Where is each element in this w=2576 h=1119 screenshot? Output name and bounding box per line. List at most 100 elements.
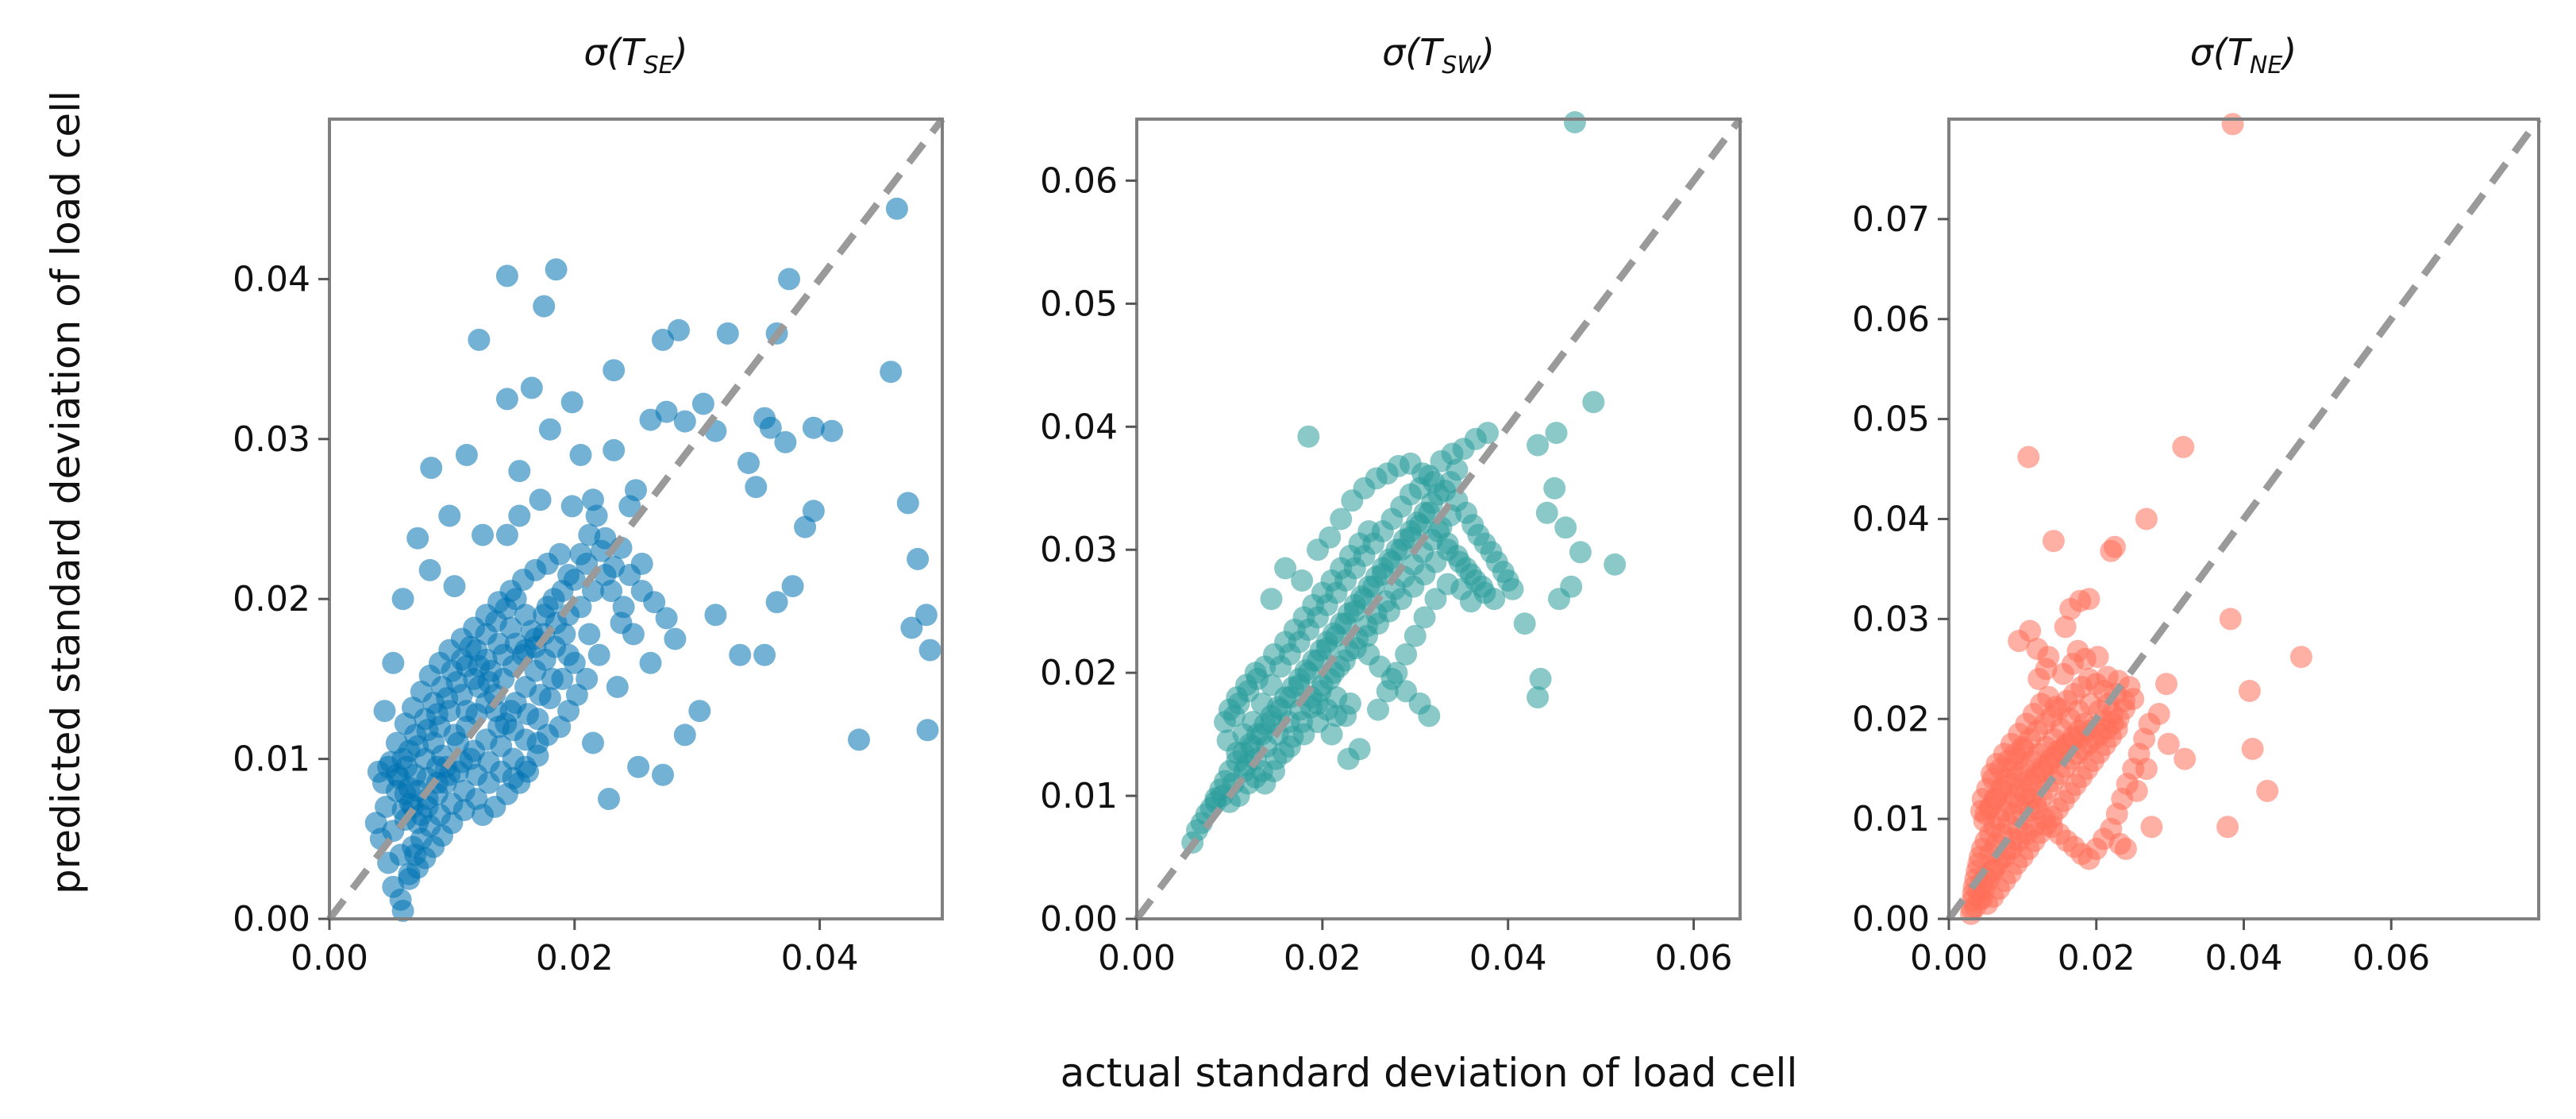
data-point-sw-2 xyxy=(1545,422,1568,445)
data-point-sw-232 xyxy=(1404,624,1427,647)
data-point-se-21 xyxy=(569,443,592,466)
data-point-se-150 xyxy=(443,723,466,747)
panel-sigma-t-sw: σ(TSW) 0.00 0.02 0.04 0.06 0.00 0.01 0.02 0.03… xyxy=(1040,31,1743,978)
data-point-sw-60 xyxy=(1260,588,1283,611)
data-point-se-70 xyxy=(406,527,429,550)
data-point-se-14 xyxy=(691,392,714,415)
y-tick-label-se-1: 0.01 xyxy=(233,739,310,780)
axes-frame-se xyxy=(328,118,944,920)
data-point-sw-63 xyxy=(1297,425,1320,448)
data-point-se-226 xyxy=(436,687,459,710)
x-tick-label-ne-3: 0.06 xyxy=(2352,938,2430,978)
data-point-ne-188 xyxy=(2062,653,2084,675)
data-point-sw-204 xyxy=(1263,760,1285,783)
data-point-se-22 xyxy=(603,438,626,461)
data-point-se-51 xyxy=(627,755,650,778)
y-tick-label-sw-5: 0.05 xyxy=(1040,284,1118,324)
data-point-se-9 xyxy=(668,318,690,341)
data-point-se-48 xyxy=(673,723,696,747)
data-point-sw-3 xyxy=(1527,434,1550,457)
x-tick-label-ne-2: 0.04 xyxy=(2205,938,2283,978)
data-point-sw-4 xyxy=(1543,477,1566,500)
data-point-sw-11 xyxy=(1513,612,1536,635)
data-point-se-182 xyxy=(389,843,412,866)
data-point-sw-234 xyxy=(1424,588,1447,611)
data-point-se-47 xyxy=(688,700,711,723)
data-point-se-206 xyxy=(553,623,576,646)
x-tick-label-se-0: 0.00 xyxy=(291,938,368,978)
panel-title-se: σ(TSE) xyxy=(583,31,687,79)
y-tick-label-sw-1: 0.01 xyxy=(1040,776,1118,816)
data-point-ne-27 xyxy=(2008,630,2031,653)
data-point-se-35 xyxy=(900,616,923,639)
axes-frame-sw xyxy=(1135,118,1742,920)
data-point-se-15 xyxy=(673,410,696,433)
data-point-se-10 xyxy=(603,359,626,382)
x-tick-label-se-2: 0.04 xyxy=(781,938,859,978)
data-point-se-169 xyxy=(526,708,549,731)
data-point-se-2 xyxy=(533,295,556,318)
data-point-se-64 xyxy=(508,504,531,527)
data-point-se-80 xyxy=(391,899,414,922)
y-ticks-sw: 0.00 0.01 0.02 0.03 0.04 0.05 0.06 xyxy=(1040,160,1137,940)
data-point-se-228 xyxy=(455,654,478,677)
x-tick-label-sw-0: 0.00 xyxy=(1098,938,1176,978)
data-point-se-224 xyxy=(416,719,439,742)
data-point-sw-0 xyxy=(1563,111,1586,133)
y-ticks-ne: 0.00 0.01 0.02 0.03 0.04 0.05 0.06 0.07 xyxy=(1852,199,1949,940)
data-point-ne-7 xyxy=(2219,608,2242,631)
data-point-se-1 xyxy=(545,258,568,281)
data-point-se-198 xyxy=(477,670,500,693)
y-tick-label-ne-1: 0.01 xyxy=(1852,799,1930,839)
data-point-se-40 xyxy=(745,476,768,499)
data-point-ne-13 xyxy=(2174,747,2197,770)
data-point-se-173 xyxy=(477,771,500,794)
x-tick-label-sw-2: 0.04 xyxy=(1469,938,1547,978)
data-point-se-29 xyxy=(821,419,843,442)
x-ticks-sw: 0.00 0.02 0.04 0.06 xyxy=(1098,919,1733,978)
data-point-sw-1 xyxy=(1582,391,1605,414)
x-tick-label-ne-1: 0.02 xyxy=(2058,938,2135,978)
data-point-sw-65 xyxy=(1319,526,1342,549)
data-point-se-53 xyxy=(582,731,604,754)
panel-title-sw: σ(TSW) xyxy=(1382,31,1495,79)
data-point-se-222 xyxy=(395,755,418,778)
data-point-ne-1 xyxy=(2017,446,2040,469)
data-point-sw-12 xyxy=(1529,667,1552,690)
data-point-se-165 xyxy=(643,591,666,614)
data-point-ne-2 xyxy=(2172,435,2195,458)
data-point-ne-6 xyxy=(2042,530,2065,553)
data-point-sw-13 xyxy=(1527,686,1550,709)
data-point-sw-6 xyxy=(1554,516,1577,539)
data-point-se-181 xyxy=(398,862,421,886)
data-point-se-251 xyxy=(536,723,559,747)
data-point-se-3 xyxy=(716,322,739,345)
data-point-ne-14 xyxy=(2157,732,2180,755)
data-point-se-28 xyxy=(774,430,797,453)
data-point-se-237 xyxy=(542,588,565,611)
data-point-sw-8 xyxy=(1604,553,1627,576)
data-point-ne-24 xyxy=(2059,597,2082,620)
data-point-ne-20 xyxy=(2140,816,2163,839)
data-point-se-225 xyxy=(425,703,449,726)
y-tick-label-ne-3: 0.03 xyxy=(1852,599,1930,639)
y-tick-label-se-3: 0.03 xyxy=(233,419,310,460)
data-point-sw-85 xyxy=(1501,577,1524,600)
data-point-se-37 xyxy=(916,719,939,742)
data-point-sw-10 xyxy=(1548,588,1570,611)
data-point-se-242 xyxy=(594,527,617,550)
data-point-ne-140 xyxy=(2138,712,2161,735)
data-point-se-223 xyxy=(406,735,429,758)
data-point-ne-23 xyxy=(2077,588,2100,611)
identity-line-sw xyxy=(1134,117,1743,921)
data-point-se-34 xyxy=(914,604,938,627)
data-point-se-41 xyxy=(794,515,817,538)
data-point-sw-233 xyxy=(1413,606,1436,629)
data-point-ne-186 xyxy=(2035,658,2058,681)
y-tick-label-sw-3: 0.03 xyxy=(1040,530,1118,570)
data-point-se-56 xyxy=(655,607,678,630)
data-point-se-49 xyxy=(652,763,674,786)
y-tick-label-ne-7: 0.07 xyxy=(1852,199,1930,240)
data-point-sw-117 xyxy=(1418,704,1441,727)
y-tick-label-ne-5: 0.05 xyxy=(1852,399,1930,440)
